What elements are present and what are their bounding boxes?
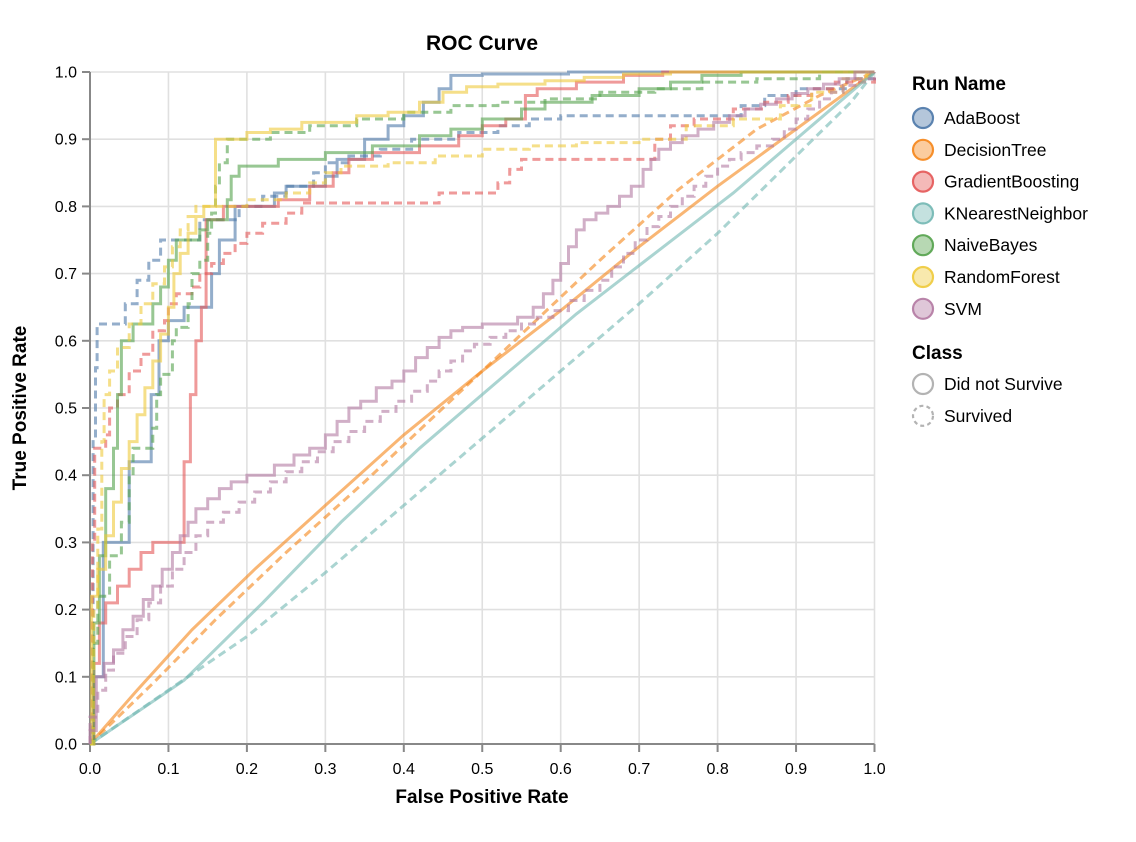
x-axis-title: False Positive Rate bbox=[395, 787, 568, 808]
legend-class-label: Did not Survive bbox=[944, 374, 1063, 394]
axes: 0.0 0.1 0.2 0.3 0.4 0.5 0.6 0.7 0.8 0.9 1.0 0.0 0.1 0… bbox=[55, 65, 886, 779]
legend-swatch-naivebayes bbox=[911, 234, 935, 257]
legend-class-swatch-dashed bbox=[911, 404, 935, 427]
roc-curve-naivebayes-survived bbox=[90, 70, 875, 746]
legend: Run Name AdaBoost DecisionTree GradientBoo… bbox=[911, 74, 1088, 427]
x-tick-label: 0.0 bbox=[79, 761, 101, 778]
legend-class-items: Did not Survive Survived bbox=[911, 372, 1063, 427]
x-tick-label: 1.0 bbox=[863, 761, 885, 778]
y-tick-label: 0.3 bbox=[55, 535, 77, 552]
y-tick-label: 0.0 bbox=[55, 737, 77, 754]
legend-swatch-svm bbox=[911, 297, 935, 320]
x-tick-label: 0.9 bbox=[785, 761, 807, 778]
legend-swatch-adaboost bbox=[911, 106, 935, 130]
legend-class-swatch-solid bbox=[911, 372, 935, 396]
x-tick-label: 0.6 bbox=[550, 761, 572, 778]
x-tick-label: 0.8 bbox=[706, 761, 728, 778]
roc-curves bbox=[88, 70, 876, 746]
y-tick-label: 0.9 bbox=[55, 132, 77, 149]
legend-run-items: AdaBoost DecisionTree GradientBoosting KNea… bbox=[911, 106, 1088, 320]
legend-run-label: RandomForest bbox=[944, 267, 1060, 287]
legend-class-label: Survived bbox=[944, 406, 1012, 426]
roc-curve-randomforest-did-not-survive bbox=[90, 70, 875, 746]
roc-curve-naivebayes-did-not-survive bbox=[90, 70, 875, 746]
legend-class-title: Class bbox=[912, 343, 963, 364]
legend-run-label: KNearestNeighbor bbox=[944, 203, 1088, 223]
y-tick-label: 0.1 bbox=[55, 669, 77, 686]
legend-swatch-knearestneighbor bbox=[911, 202, 935, 225]
legend-run-label: AdaBoost bbox=[944, 108, 1020, 128]
legend-run-label: NaiveBayes bbox=[944, 235, 1038, 255]
x-tick-label: 0.1 bbox=[157, 761, 179, 778]
roc-curve-adaboost-did-not-survive bbox=[90, 70, 875, 746]
legend-swatch-randomforest bbox=[911, 265, 935, 289]
legend-run-title: Run Name bbox=[912, 74, 1006, 95]
y-tick-label: 0.8 bbox=[55, 199, 77, 216]
y-tick-label: 0.4 bbox=[55, 468, 77, 485]
roc-curve-decisiontree-did-not-survive bbox=[88, 70, 876, 745]
roc-curve-randomforest-survived bbox=[90, 70, 875, 746]
y-tick-label: 0.6 bbox=[55, 333, 77, 350]
roc-curve-svm-did-not-survive bbox=[88, 70, 875, 744]
x-tick-label: 0.4 bbox=[393, 761, 415, 778]
roc-curve-gradientboosting-did-not-survive bbox=[90, 70, 875, 746]
legend-run-label: DecisionTree bbox=[944, 140, 1046, 160]
y-tick-label: 0.2 bbox=[55, 602, 77, 619]
x-tick-label: 0.7 bbox=[628, 761, 650, 778]
x-tick-label: 0.3 bbox=[314, 761, 336, 778]
legend-swatch-decisiontree bbox=[911, 138, 935, 161]
roc-curve-knearestneighbor-survived bbox=[89, 71, 876, 746]
y-tick-label: 0.7 bbox=[55, 266, 77, 283]
legend-swatch-gradientboosting bbox=[911, 170, 935, 193]
legend-run-label: GradientBoosting bbox=[944, 172, 1079, 192]
roc-curve-decisiontree-survived bbox=[88, 70, 876, 746]
y-axis-title: True Positive Rate bbox=[10, 326, 31, 491]
y-tick-label: 1.0 bbox=[55, 65, 77, 82]
y-tick-label: 0.5 bbox=[55, 401, 77, 418]
chart-title: ROC Curve bbox=[426, 32, 538, 55]
x-tick-label: 0.5 bbox=[471, 761, 493, 778]
x-tick-label: 0.2 bbox=[236, 761, 258, 778]
roc-curve-knearestneighbor-did-not-survive bbox=[89, 70, 876, 746]
legend-run-label: SVM bbox=[944, 299, 982, 319]
